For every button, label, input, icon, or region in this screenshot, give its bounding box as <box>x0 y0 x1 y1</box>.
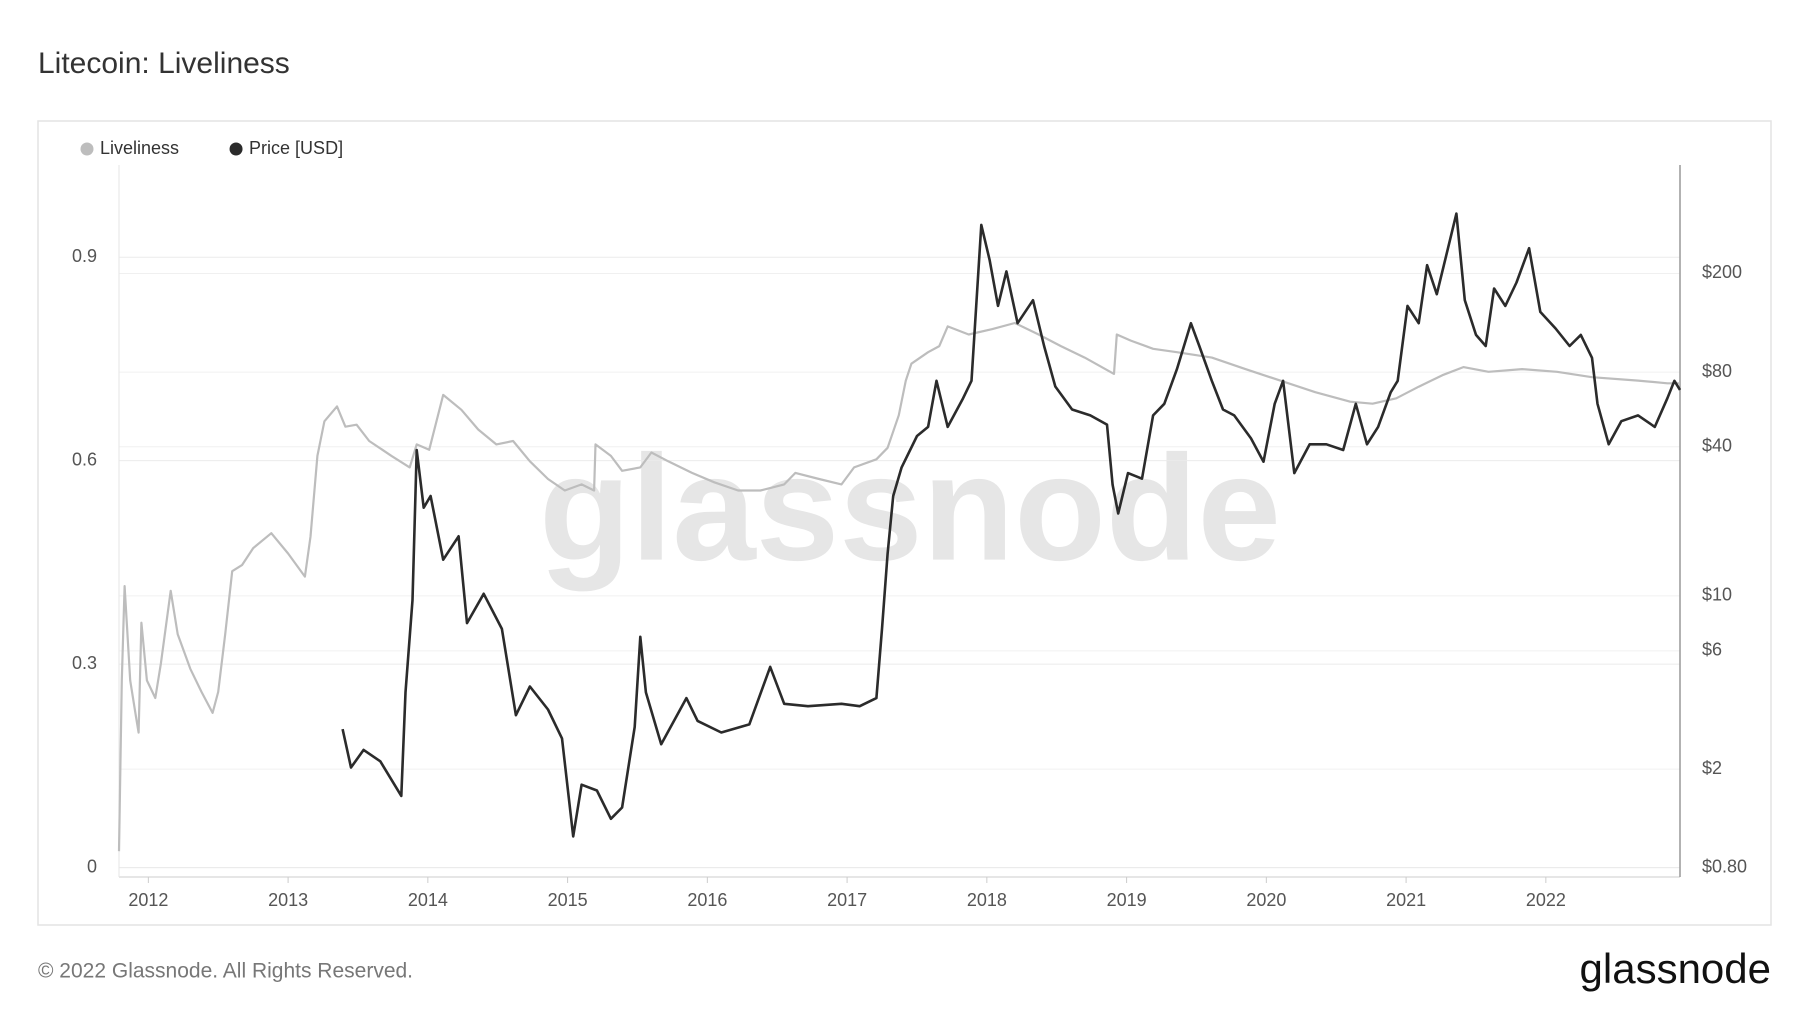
x-tick-label: 2018 <box>967 890 1007 910</box>
y2-tick-label: $80 <box>1702 361 1732 381</box>
y2-tick-label: $200 <box>1702 262 1742 282</box>
x-tick-label: 2022 <box>1526 890 1566 910</box>
legend-label: Liveliness <box>100 138 179 158</box>
x-tick-label: 2020 <box>1246 890 1286 910</box>
series-line <box>341 212 1682 838</box>
series-line <box>117 321 1680 852</box>
x-tick-label: 2013 <box>268 890 308 910</box>
y2-tick-label: $6 <box>1702 640 1722 660</box>
x-tick-label: 2012 <box>128 890 168 910</box>
x-tick-label: 2015 <box>548 890 588 910</box>
y-tick-label: 0.3 <box>72 653 97 673</box>
x-tick-label: 2021 <box>1386 890 1426 910</box>
legend-label: Price [USD] <box>249 138 343 158</box>
x-tick-label: 2019 <box>1107 890 1147 910</box>
footer: © 2022 Glassnode. All Rights Reserved. <box>38 960 413 983</box>
y-tick-label: 0.9 <box>72 246 97 266</box>
chart-frame <box>37 120 1772 926</box>
legend-marker <box>80 142 94 156</box>
y2-tick-label: $2 <box>1702 758 1722 778</box>
logo: glassnode <box>1580 945 1771 992</box>
y2-tick-label: $40 <box>1702 435 1732 455</box>
chart-title: Litecoin: Liveliness <box>38 47 290 80</box>
y-tick-label: 0 <box>87 856 97 876</box>
y-tick-label: 0.6 <box>72 449 97 469</box>
y2-tick-label: $10 <box>1702 585 1732 605</box>
x-tick-label: 2014 <box>408 890 448 910</box>
x-tick-label: 2016 <box>687 890 727 910</box>
legend-marker <box>229 142 243 156</box>
y2-tick-label: $0.80 <box>1702 856 1747 876</box>
x-tick-label: 2017 <box>827 890 867 910</box>
